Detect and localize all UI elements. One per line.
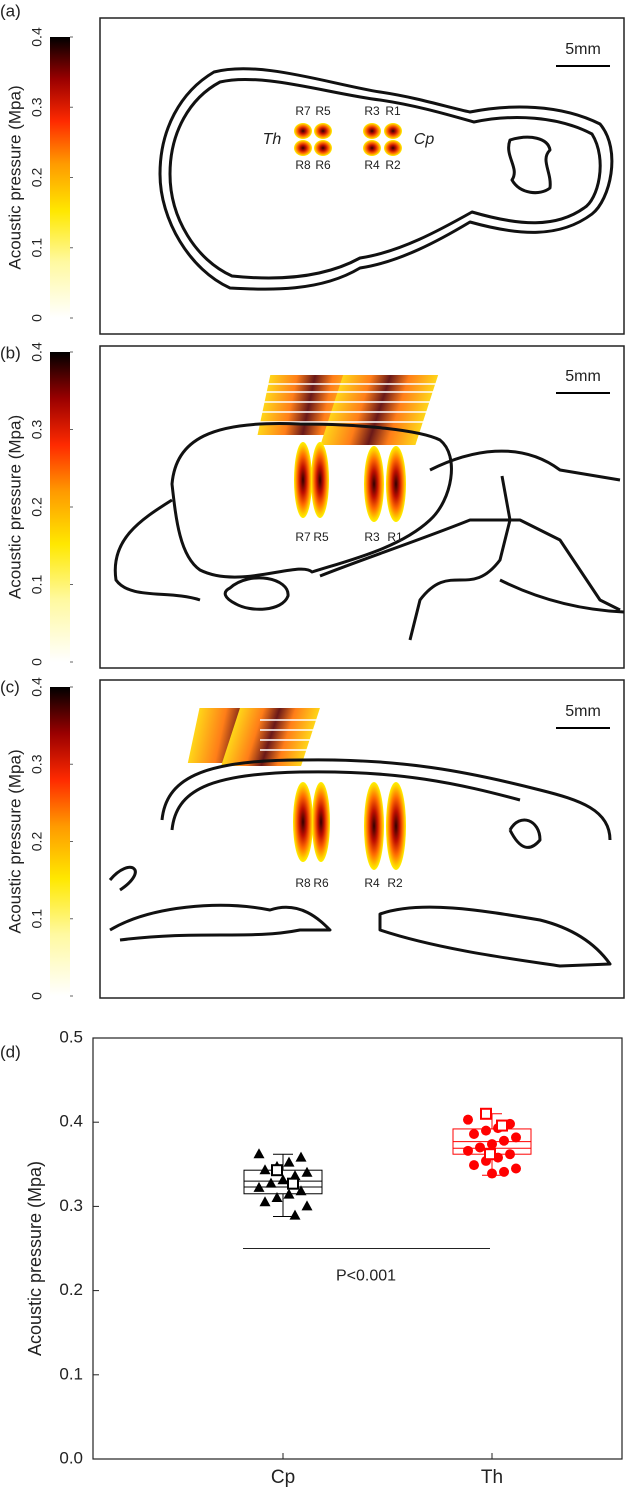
region-label: R5 — [315, 104, 331, 118]
region-label: R3 — [364, 530, 380, 544]
colorbar-label: Acoustic pressure (Mpa) — [5, 85, 24, 269]
region-label: R4 — [364, 158, 380, 172]
colorbar-tick-label: 0.4 — [29, 27, 45, 47]
panel-label: (d) — [0, 1042, 21, 1061]
side-label: Th — [263, 131, 282, 148]
colorbar-label: Acoustic pressure (Mpa) — [5, 415, 24, 599]
y-axis-label: Acoustic pressure (Mpa) — [25, 1161, 45, 1356]
open-point — [480, 1107, 492, 1120]
y-tick-label: 0.5 — [59, 1027, 83, 1046]
colorbar-tick-label: 0.3 — [29, 420, 45, 440]
data-point — [295, 1151, 307, 1162]
open-point — [496, 1119, 508, 1132]
data-point — [463, 1114, 473, 1125]
colorbar — [50, 352, 70, 662]
region-label: R3 — [364, 104, 380, 118]
significance-label: P<0.001 — [336, 1268, 396, 1285]
data-point — [481, 1125, 491, 1136]
panel-a-image — [99, 17, 625, 335]
data-point — [295, 1185, 307, 1196]
data-point — [511, 1163, 521, 1174]
data-point — [253, 1181, 265, 1192]
open-point — [271, 1164, 283, 1177]
data-point — [259, 1164, 271, 1175]
region-label: R6 — [313, 876, 329, 890]
region-label: R2 — [387, 876, 403, 890]
x-tick-label: Th — [481, 1467, 503, 1488]
data-point — [283, 1188, 295, 1199]
region-label: R1 — [387, 530, 403, 544]
data-point — [511, 1132, 521, 1143]
data-point — [253, 1148, 265, 1159]
y-tick-label: 0.3 — [59, 1196, 83, 1215]
colorbar-tick-label: 0.4 — [29, 677, 45, 697]
scale-bar-label: 5mm — [565, 41, 601, 58]
data-point — [475, 1142, 485, 1153]
data-point — [289, 1209, 301, 1220]
open-point — [287, 1177, 299, 1190]
data-point — [289, 1170, 301, 1181]
data-point — [469, 1128, 479, 1139]
side-label: Cp — [414, 131, 435, 148]
colorbar — [50, 37, 70, 318]
panel-label: (a) — [0, 1, 21, 20]
region-label: R1 — [385, 104, 401, 118]
colorbar-tick-label: 0.1 — [29, 575, 45, 595]
data-point — [283, 1156, 295, 1167]
scale-bar-label: 5mm — [565, 368, 601, 385]
colorbar-tick-label: 0.3 — [29, 754, 45, 774]
data-point — [469, 1160, 479, 1171]
data-point — [487, 1139, 497, 1150]
colorbar-tick-label: 0.2 — [29, 832, 45, 852]
region-label: R8 — [295, 876, 311, 890]
open-point — [484, 1148, 496, 1161]
data-point — [277, 1174, 289, 1185]
colorbar — [50, 687, 70, 996]
data-point — [463, 1145, 473, 1156]
colorbar-tick-label: 0 — [29, 992, 45, 1000]
panel-c-image — [99, 679, 625, 999]
y-tick-label: 0.4 — [59, 1112, 83, 1131]
colorbar-tick-label: 0.1 — [29, 909, 45, 929]
colorbar-tick-label: 0.3 — [29, 97, 45, 117]
scale-bar-label: 5mm — [565, 703, 601, 720]
colorbar-tick-label: 0 — [29, 314, 45, 322]
region-label: R7 — [295, 530, 311, 544]
y-tick-label: 0.2 — [59, 1280, 83, 1299]
data-point — [499, 1166, 509, 1177]
region-label: R7 — [295, 104, 311, 118]
y-tick-label: 0.1 — [59, 1364, 83, 1383]
region-label: R8 — [295, 158, 311, 172]
data-point — [499, 1135, 509, 1146]
y-tick-label: 0.0 — [59, 1448, 83, 1467]
data-point — [301, 1200, 313, 1211]
plot-frame — [92, 1037, 623, 1460]
data-point — [271, 1191, 283, 1202]
x-tick-label: Cp — [271, 1467, 295, 1488]
panel-label: (b) — [0, 343, 21, 362]
panel-b-image — [99, 345, 625, 669]
data-point — [505, 1149, 515, 1160]
colorbar-tick-label: 0.2 — [29, 497, 45, 517]
colorbar-tick-label: 0.2 — [29, 168, 45, 188]
region-label: R2 — [385, 158, 401, 172]
panel-label: (c) — [0, 677, 20, 696]
data-point — [301, 1166, 313, 1177]
region-label: R5 — [313, 530, 329, 544]
colorbar-tick-label: 0.1 — [29, 238, 45, 258]
region-label: R6 — [315, 158, 331, 172]
colorbar-tick-label: 0.4 — [29, 342, 45, 362]
data-point — [259, 1196, 271, 1207]
colorbar-label: Acoustic pressure (Mpa) — [5, 749, 24, 933]
data-point — [487, 1168, 497, 1179]
colorbar-tick-label: 0 — [29, 658, 45, 666]
region-label: R4 — [364, 876, 380, 890]
data-point — [265, 1177, 277, 1188]
